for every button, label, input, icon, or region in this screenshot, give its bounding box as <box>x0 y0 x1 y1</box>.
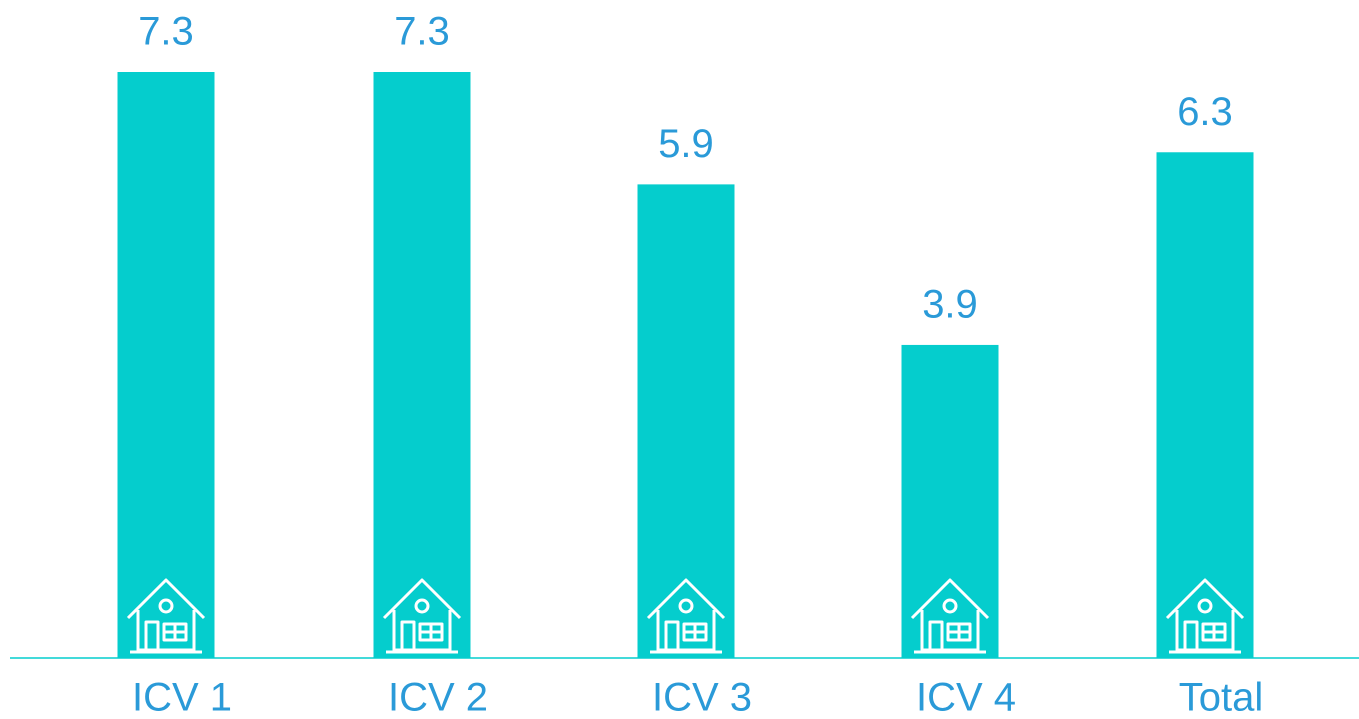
house-roof <box>1165 578 1245 620</box>
value-label: 5.9 <box>658 122 714 166</box>
value-label: 6.3 <box>1177 90 1233 134</box>
house-icon <box>126 578 206 654</box>
house-door <box>1183 620 1199 652</box>
house-roof <box>646 578 726 620</box>
house-door <box>928 620 944 652</box>
house-icon <box>382 578 462 654</box>
house-body <box>920 610 980 652</box>
house-icon <box>646 578 726 654</box>
x-tick-label: ICV 4 <box>916 676 1016 719</box>
house-body <box>392 610 452 652</box>
house-body <box>136 610 196 652</box>
bar <box>1156 152 1254 658</box>
bar <box>373 72 471 658</box>
x-tick-label: ICV 2 <box>388 676 488 719</box>
house-body <box>656 610 716 652</box>
house-window-round <box>678 598 694 614</box>
value-label: 3.9 <box>922 282 978 326</box>
house-roof <box>382 578 462 620</box>
house-body <box>1175 610 1235 652</box>
house-window-round <box>414 598 430 614</box>
value-label: 7.3 <box>138 10 194 54</box>
bar <box>637 184 735 659</box>
value-label: 7.3 <box>394 10 450 54</box>
x-tick-label: ICV 1 <box>132 676 232 719</box>
house-icon <box>910 578 990 654</box>
house-door <box>144 620 160 652</box>
bar <box>901 344 999 658</box>
x-tick-label: ICV 3 <box>652 676 752 719</box>
house-door <box>400 620 416 652</box>
x-tick-label: Total <box>1179 676 1264 719</box>
house-icon <box>1165 578 1245 654</box>
house-door <box>664 620 680 652</box>
bar <box>117 72 215 658</box>
house-window-round <box>158 598 174 614</box>
house-window-round <box>1197 598 1213 614</box>
house-roof <box>910 578 990 620</box>
house-roof <box>126 578 206 620</box>
house-window-round <box>942 598 958 614</box>
